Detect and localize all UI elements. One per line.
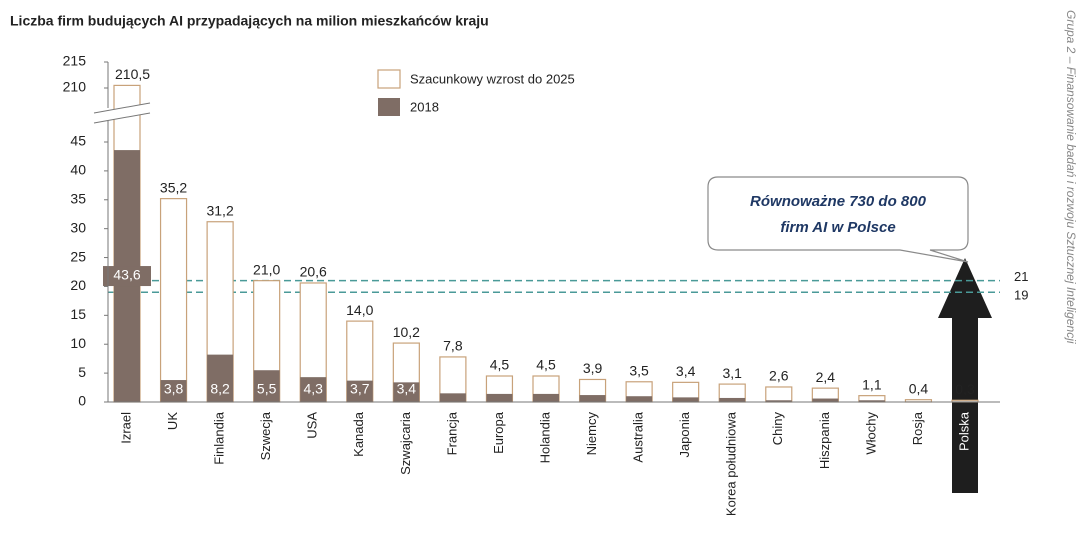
bar bbox=[533, 393, 559, 402]
data-label: 0,4 bbox=[909, 380, 929, 396]
data-label: 3,8 bbox=[164, 381, 184, 397]
x-tick-label: Szwajcaria bbox=[398, 411, 413, 475]
x-tick-label: Europa bbox=[491, 411, 506, 454]
bar bbox=[300, 377, 327, 402]
y-tick-label: 215 bbox=[63, 53, 87, 69]
bar bbox=[207, 354, 234, 402]
legend-swatch bbox=[377, 69, 401, 89]
x-tick-label: Izrael bbox=[118, 412, 133, 444]
x-tick-label: Chiny bbox=[770, 412, 785, 446]
x-tick-label: UK bbox=[165, 412, 180, 430]
label-box bbox=[103, 266, 151, 287]
y-tick-label: 15 bbox=[70, 306, 86, 322]
x-tick-label: Francja bbox=[444, 411, 459, 455]
y-tick-label: 0 bbox=[78, 393, 86, 409]
data-label: 2,6 bbox=[769, 368, 789, 384]
arrow bbox=[938, 258, 992, 493]
annotation: Równoważne 730 do 800 bbox=[750, 193, 927, 210]
x-tick-label: Korea południowa bbox=[724, 411, 739, 516]
bar bbox=[159, 198, 188, 403]
x-tick-label: Hiszpania bbox=[817, 411, 832, 469]
bar bbox=[486, 393, 513, 402]
x-tick-label: Finlandia bbox=[212, 411, 227, 465]
bar bbox=[765, 400, 792, 402]
bar bbox=[812, 398, 839, 402]
legend-label: 2018 bbox=[410, 99, 439, 114]
bar bbox=[672, 397, 699, 402]
data-label: 3,5 bbox=[629, 362, 649, 378]
chart-title: Liczba firm budujących AI przypadających… bbox=[10, 13, 489, 29]
data-label: 4,5 bbox=[536, 357, 556, 373]
x-tick-label: Australia bbox=[631, 411, 646, 462]
side-text: Grupa 2 – Finansowanie badań i rozwoju S… bbox=[1064, 10, 1078, 344]
data-label: 3,4 bbox=[397, 381, 417, 397]
data-label: 35,2 bbox=[160, 179, 187, 195]
data-label: 2,4 bbox=[816, 369, 836, 385]
data-label: 8,2 bbox=[210, 381, 230, 397]
x-tick-label: Rosja bbox=[910, 411, 925, 445]
data-label: 10,2 bbox=[393, 324, 420, 340]
x-tick-label: Kanada bbox=[351, 411, 366, 457]
bar bbox=[393, 382, 420, 402]
data-label: 3,7 bbox=[350, 381, 370, 397]
data-label: 1,1 bbox=[862, 376, 882, 392]
data-label: 5,5 bbox=[257, 381, 277, 397]
y-tick-label: 35 bbox=[70, 190, 86, 206]
data-label: 4,3 bbox=[303, 381, 323, 397]
bar bbox=[719, 397, 746, 402]
axis-break bbox=[93, 102, 151, 114]
y-tick-label: 5 bbox=[78, 364, 86, 380]
bar bbox=[346, 380, 373, 402]
y-tick-label: 45 bbox=[70, 133, 86, 149]
bar bbox=[253, 370, 280, 402]
y-tick-label: 30 bbox=[70, 219, 86, 235]
y-tick-label: 25 bbox=[70, 248, 86, 264]
y-tick-label: 10 bbox=[70, 335, 86, 351]
data-label: 21,0 bbox=[253, 261, 280, 277]
x-tick-label: USA bbox=[305, 412, 320, 439]
x-tick-label: Polska bbox=[956, 411, 971, 451]
bar bbox=[858, 400, 885, 402]
data-label: 4,5 bbox=[490, 357, 510, 373]
bar bbox=[765, 386, 793, 403]
data-label: 3,1 bbox=[722, 365, 742, 381]
y-tick-label: 20 bbox=[70, 277, 86, 293]
y-tick-label: 210 bbox=[63, 79, 87, 95]
x-tick-label: Niemcy bbox=[584, 412, 599, 456]
bar bbox=[439, 393, 466, 402]
axis-break bbox=[93, 112, 151, 124]
data-label: 31,2 bbox=[206, 202, 233, 218]
legend-swatch bbox=[378, 98, 400, 116]
legend-label: Szacunkowy wzrost do 2025 bbox=[410, 71, 575, 86]
data-label: 3,4 bbox=[676, 363, 696, 379]
y-tick-label: 40 bbox=[70, 162, 86, 178]
reference-label: 19 bbox=[1014, 288, 1028, 303]
data-label: 210,5 bbox=[115, 66, 150, 82]
data-label: 7,8 bbox=[443, 338, 463, 354]
data-label: 3,9 bbox=[583, 360, 603, 376]
x-tick-label: Szwecja bbox=[258, 411, 273, 460]
x-tick-label: Japonia bbox=[677, 411, 692, 457]
data-label: 20,6 bbox=[300, 264, 327, 280]
annotation: firm AI w Polsce bbox=[780, 219, 895, 236]
reference-label: 21 bbox=[1014, 269, 1028, 284]
bar bbox=[579, 395, 606, 402]
data-label: 43,6 bbox=[113, 267, 140, 283]
x-tick-label: Włochy bbox=[863, 412, 878, 455]
data-label: 14,0 bbox=[346, 302, 373, 318]
x-tick-label: Holandia bbox=[537, 411, 552, 463]
bar bbox=[160, 380, 187, 402]
callout bbox=[707, 176, 969, 263]
data-label: 0,3 bbox=[955, 381, 975, 397]
axis-break bbox=[94, 103, 150, 123]
bar bbox=[626, 396, 653, 402]
